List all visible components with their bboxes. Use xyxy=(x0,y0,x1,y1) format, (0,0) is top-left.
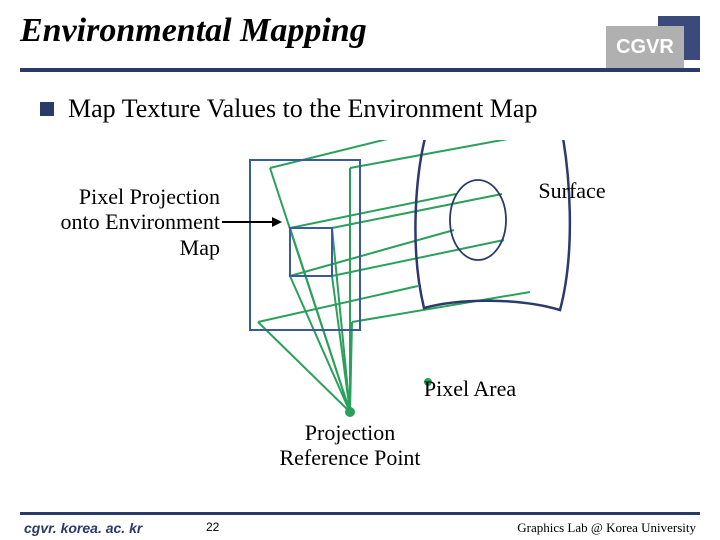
label-pixel-area: Pixel Area xyxy=(410,376,530,401)
logo-label: CGVR xyxy=(606,26,684,68)
label-reference-point: ProjectionReference Point xyxy=(250,420,450,471)
footer-rule xyxy=(20,512,700,515)
bullet-marker-icon xyxy=(40,102,54,116)
footer-attribution: Graphics Lab @ Korea University xyxy=(517,520,696,536)
footer: cgvr. korea. ac. kr 22 Graphics Lab @ Ko… xyxy=(0,512,720,540)
content: Map Texture Values to the Environment Ma… xyxy=(0,90,720,500)
page-number: 22 xyxy=(206,520,219,534)
label-surface: Surface xyxy=(522,178,622,203)
footer-url: cgvr. korea. ac. kr xyxy=(24,520,142,536)
logo: CGVR xyxy=(606,22,700,72)
bullet-item: Map Texture Values to the Environment Ma… xyxy=(40,94,537,124)
slide: Environmental Mapping CGVR Map Texture V… xyxy=(0,0,720,540)
header: Environmental Mapping CGVR xyxy=(0,0,720,80)
diagram: Pixel Projectiononto EnvironmentMap Surf… xyxy=(0,140,720,480)
label-pixel-projection: Pixel Projectiononto EnvironmentMap xyxy=(40,184,220,260)
slide-title: Environmental Mapping xyxy=(20,12,367,50)
title-underline xyxy=(20,68,700,72)
bullet-text: Map Texture Values to the Environment Ma… xyxy=(68,94,537,124)
